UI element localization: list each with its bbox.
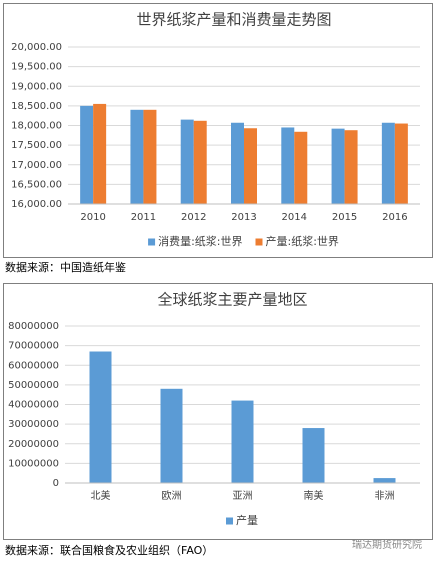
y-tick-label: 30000000 — [8, 419, 59, 430]
bar — [143, 109, 157, 204]
y-tick-label: 40000000 — [8, 400, 59, 411]
legend-swatch — [226, 517, 233, 525]
bar — [89, 351, 112, 483]
legend-label: 消费量:纸浆:世界 — [158, 234, 242, 248]
y-tick-label: 60000000 — [8, 360, 59, 371]
bar — [302, 428, 325, 483]
bar — [373, 478, 396, 483]
x-tick-label: 南美 — [304, 489, 324, 502]
bar — [281, 127, 295, 204]
legend-label: 产量 — [236, 513, 258, 527]
bar — [381, 122, 395, 204]
y-tick-label: 80000000 — [8, 321, 59, 332]
x-tick-label: 2016 — [382, 212, 407, 223]
x-tick-label: 2012 — [181, 212, 206, 223]
bar — [244, 128, 257, 204]
x-tick-label: 非洲 — [375, 490, 395, 502]
y-tick-label: 19,000.00 — [11, 81, 62, 92]
bar — [180, 119, 194, 204]
x-tick-label: 2010 — [80, 212, 105, 223]
bar — [160, 388, 183, 483]
bar — [294, 131, 308, 204]
y-tick-label: 0 — [53, 478, 59, 489]
x-tick-label: 北美 — [91, 489, 111, 502]
bar — [344, 130, 358, 204]
x-tick-label: 2015 — [332, 212, 357, 223]
bar — [231, 400, 254, 483]
y-tick-label: 20000000 — [8, 439, 59, 450]
y-tick-label: 17,000.00 — [11, 160, 62, 171]
bar — [93, 103, 107, 204]
y-tick-label: 50000000 — [8, 380, 59, 391]
bar — [231, 122, 244, 204]
legend-label: 产量:纸浆:世界 — [266, 234, 339, 248]
y-tick-label: 16,500.00 — [11, 179, 62, 190]
y-tick-label: 16,000.00 — [11, 199, 62, 210]
bar — [193, 120, 207, 204]
x-tick-label: 2013 — [231, 212, 256, 223]
y-tick-label: 19,500.00 — [11, 62, 62, 73]
x-tick-label: 亚洲 — [233, 490, 253, 502]
y-tick-label: 17,500.00 — [11, 140, 62, 151]
bar — [331, 128, 345, 204]
y-tick-label: 18,000.00 — [11, 121, 62, 132]
legend-swatch — [255, 238, 263, 246]
y-tick-label: 18,500.00 — [11, 101, 62, 112]
bar — [130, 109, 144, 204]
y-tick-label: 10000000 — [8, 458, 59, 469]
chart-frame — [3, 3, 433, 258]
chart-title: 全球纸浆主要产量地区 — [157, 291, 307, 309]
x-tick-label: 2011 — [131, 212, 156, 223]
chart-title: 世界纸浆产量和消费量走势图 — [136, 11, 331, 29]
legend-swatch — [148, 238, 156, 246]
bar — [80, 105, 94, 204]
y-tick-label: 70000000 — [8, 341, 59, 352]
chart-frame — [3, 283, 433, 540]
y-tick-label: 20,000.00 — [11, 42, 62, 53]
watermark: 瑞达期货研究院 — [352, 538, 422, 551]
bar — [394, 123, 408, 204]
source-note: 数据来源：中国造纸年鉴 — [5, 260, 126, 274]
x-tick-label: 2014 — [282, 212, 307, 223]
x-tick-label: 欧洲 — [162, 490, 182, 502]
source-note: 数据来源：联合国粮食及农业组织（FAO） — [5, 543, 213, 557]
